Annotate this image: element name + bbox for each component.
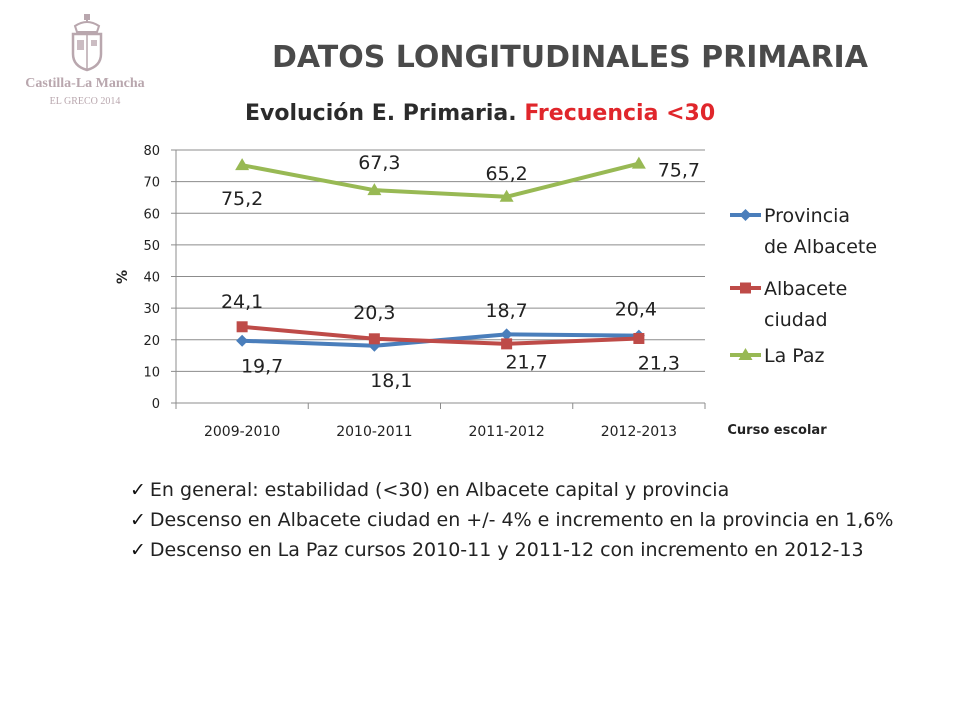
x-tick-label: 2011-2012 xyxy=(468,424,544,440)
data-label: 19,7 xyxy=(241,356,283,378)
x-tick-label: 2012-2013 xyxy=(601,424,677,440)
x-tick-label: 2009-2010 xyxy=(204,424,280,440)
line-chart: 0 10 20 30 40 50 60 70 80 2009-2010 2010-2011 2011-… xyxy=(115,144,877,440)
bullet-list: ✓ En general: estabilidad (<30) en Albace… xyxy=(130,475,910,565)
data-label: 18,7 xyxy=(485,300,527,322)
x-axis-label: Curso escolar xyxy=(727,423,827,438)
bullet-text-1: En general: estabilidad (<30) en Albacet… xyxy=(149,479,730,501)
data-label: 20,4 xyxy=(615,298,657,320)
logo-subtitle: EL GRECO 2014 xyxy=(49,96,121,107)
chart-title-highlight: Frecuencia <30 xyxy=(524,101,716,126)
slide-title: DATOS LONGITUDINALES PRIMARIA xyxy=(272,40,868,75)
legend-label: La Paz xyxy=(764,345,825,367)
chart-title-main: Evolución E. Primaria. xyxy=(245,101,517,126)
y-tick-label: 30 xyxy=(143,302,160,317)
legend-label: Albacete xyxy=(764,278,847,300)
data-label: 75,7 xyxy=(658,160,700,182)
legend-marker xyxy=(740,282,751,294)
data-label: 24,1 xyxy=(221,291,263,313)
y-tick-label: 60 xyxy=(143,207,160,222)
y-tick-label: 80 xyxy=(143,144,160,159)
data-label: 21,3 xyxy=(638,353,680,375)
data-point xyxy=(367,183,382,196)
legend-label: ciudad xyxy=(764,309,828,331)
logo-name: Castilla-La Mancha xyxy=(25,76,145,91)
data-point xyxy=(631,156,646,169)
checkmark-icon: ✓ xyxy=(130,509,146,531)
data-label: 75,2 xyxy=(221,188,263,210)
y-tick-label: 0 xyxy=(152,397,160,412)
data-point xyxy=(633,332,645,344)
data-point xyxy=(368,333,380,345)
y-tick-label: 50 xyxy=(143,239,160,254)
data-label: 65,2 xyxy=(485,163,527,185)
checkmark-icon: ✓ xyxy=(130,539,146,561)
data-label: 67,3 xyxy=(358,152,400,174)
bullet-item-3: ✓ Descenso en La Paz cursos 2010-11 y 201… xyxy=(130,535,910,565)
data-point xyxy=(499,189,514,202)
bullet-item-2: ✓ Descenso en Albacete ciudad en +/- 4% e… xyxy=(130,505,910,535)
chart-title: Evolución E. Primaria. Frecuencia <30 xyxy=(245,101,715,126)
data-point xyxy=(500,328,513,341)
y-axis-label: % xyxy=(115,270,131,284)
bullet-item-1: ✓ En general: estabilidad (<30) en Albace… xyxy=(130,475,910,505)
legend-marker xyxy=(739,209,752,221)
x-tick-label: 2010-2011 xyxy=(336,424,412,440)
data-point xyxy=(235,158,250,171)
bullet-text-3: Descenso en La Paz cursos 2010-11 y 2011… xyxy=(149,539,864,561)
data-point xyxy=(236,321,248,333)
castilla-la-mancha-logo: Castilla-La Mancha EL GRECO 2014 xyxy=(20,14,150,114)
y-tick-label: 10 xyxy=(143,365,160,380)
data-point xyxy=(236,334,249,347)
data-label: 20,3 xyxy=(353,302,395,324)
data-label: 18,1 xyxy=(370,370,412,392)
legend-label: Provincia xyxy=(764,205,850,227)
crest-icon xyxy=(71,14,103,72)
y-tick-label: 40 xyxy=(143,271,160,286)
data-label: 21,7 xyxy=(505,351,547,373)
checkmark-icon: ✓ xyxy=(130,479,146,501)
y-tick-label: 20 xyxy=(143,334,160,349)
data-point xyxy=(501,338,513,350)
bullet-text-2: Descenso en Albacete ciudad en +/- 4% e … xyxy=(149,509,894,531)
series-line xyxy=(241,161,640,199)
legend-label: de Albacete xyxy=(764,236,877,258)
series-line xyxy=(241,324,639,346)
y-tick-label: 70 xyxy=(143,176,160,191)
legend-marker xyxy=(738,348,753,360)
